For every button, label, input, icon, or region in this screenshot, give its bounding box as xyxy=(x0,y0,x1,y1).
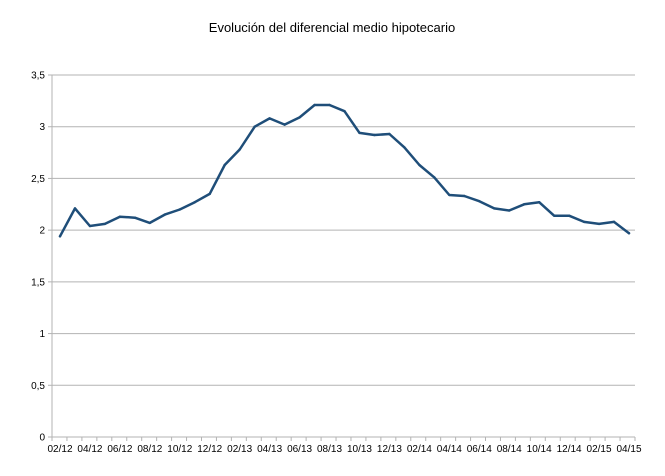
series xyxy=(58,103,631,238)
data-point xyxy=(238,148,241,151)
data-point xyxy=(463,194,466,198)
x-tick-label: 02/12 xyxy=(47,444,72,455)
y-tick-label: 1,5 xyxy=(31,277,45,288)
y-axis: 0 0,5 1 1,5 2 2,5 3 3,5 xyxy=(31,71,53,444)
x-tick-label: 02/13 xyxy=(227,444,252,455)
data-point xyxy=(268,117,271,120)
data-point xyxy=(343,110,346,113)
data-point xyxy=(552,214,556,217)
x-tick-label: 04/14 xyxy=(437,444,462,455)
chart-title: Evolución del diferencial medio hipoteca… xyxy=(209,20,455,35)
x-tick-label: 10/13 xyxy=(347,444,372,455)
data-point xyxy=(508,209,511,212)
x-tick-label: 12/14 xyxy=(557,444,582,455)
data-point xyxy=(612,220,616,224)
x-tick-label: 08/14 xyxy=(497,444,522,455)
data-point xyxy=(597,222,601,226)
data-point xyxy=(178,208,181,211)
x-tick-label: 08/12 xyxy=(137,444,162,455)
data-point xyxy=(118,215,122,218)
y-tick-label: 3,5 xyxy=(31,71,45,82)
data-point xyxy=(358,131,361,135)
data-point xyxy=(478,199,481,203)
data-point xyxy=(253,125,256,128)
x-tick-label: 12/12 xyxy=(197,444,222,455)
data-point xyxy=(388,132,391,136)
x-tick-label: 02/15 xyxy=(587,444,612,455)
data-point xyxy=(418,163,421,167)
data-point xyxy=(298,116,301,119)
data-point xyxy=(448,193,451,197)
data-point xyxy=(223,163,226,167)
x-tick-label: 08/13 xyxy=(317,444,342,455)
y-tick-label: 3 xyxy=(39,122,45,133)
y-tick-label: 1 xyxy=(39,329,45,340)
x-tick-label: 04/12 xyxy=(77,444,102,455)
y-tick-label: 0 xyxy=(39,433,45,444)
x-tick-label: 06/14 xyxy=(467,444,492,455)
grid-lines xyxy=(52,74,635,438)
data-point xyxy=(88,224,92,228)
data-point xyxy=(133,216,137,219)
x-tick-label: 10/14 xyxy=(527,444,552,455)
x-tick-label: 12/13 xyxy=(377,444,402,455)
y-tick-label: 2,5 xyxy=(31,174,45,185)
data-point xyxy=(493,207,496,210)
data-point xyxy=(208,192,211,196)
data-point xyxy=(193,201,196,204)
data-point xyxy=(328,103,331,107)
y-tick-label: 0,5 xyxy=(31,381,45,392)
data-point xyxy=(582,220,586,224)
data-point xyxy=(283,123,286,126)
data-point xyxy=(148,221,152,225)
data-point xyxy=(313,103,316,107)
x-tick-label: 06/13 xyxy=(287,444,312,455)
y-tick-label: 2 xyxy=(39,226,45,237)
data-point xyxy=(163,213,167,216)
data-point xyxy=(73,207,77,210)
x-tick-label: 10/12 xyxy=(167,444,192,455)
x-tick-label: 02/14 xyxy=(407,444,432,455)
x-tick-label: 06/12 xyxy=(107,444,132,455)
data-point xyxy=(537,201,541,204)
data-point xyxy=(522,203,526,206)
data-point xyxy=(403,146,406,149)
data-point xyxy=(627,232,631,235)
data-point xyxy=(567,214,571,217)
x-tick-label: 04/15 xyxy=(616,444,641,455)
x-tick-label: 04/13 xyxy=(257,444,282,455)
x-axis: 02/12 04/12 06/12 08/12 10/12 12/12 02/13 04/13… xyxy=(47,437,642,455)
data-point xyxy=(433,176,436,179)
data-point xyxy=(103,222,107,226)
data-point xyxy=(373,133,376,137)
data-point xyxy=(58,235,62,238)
